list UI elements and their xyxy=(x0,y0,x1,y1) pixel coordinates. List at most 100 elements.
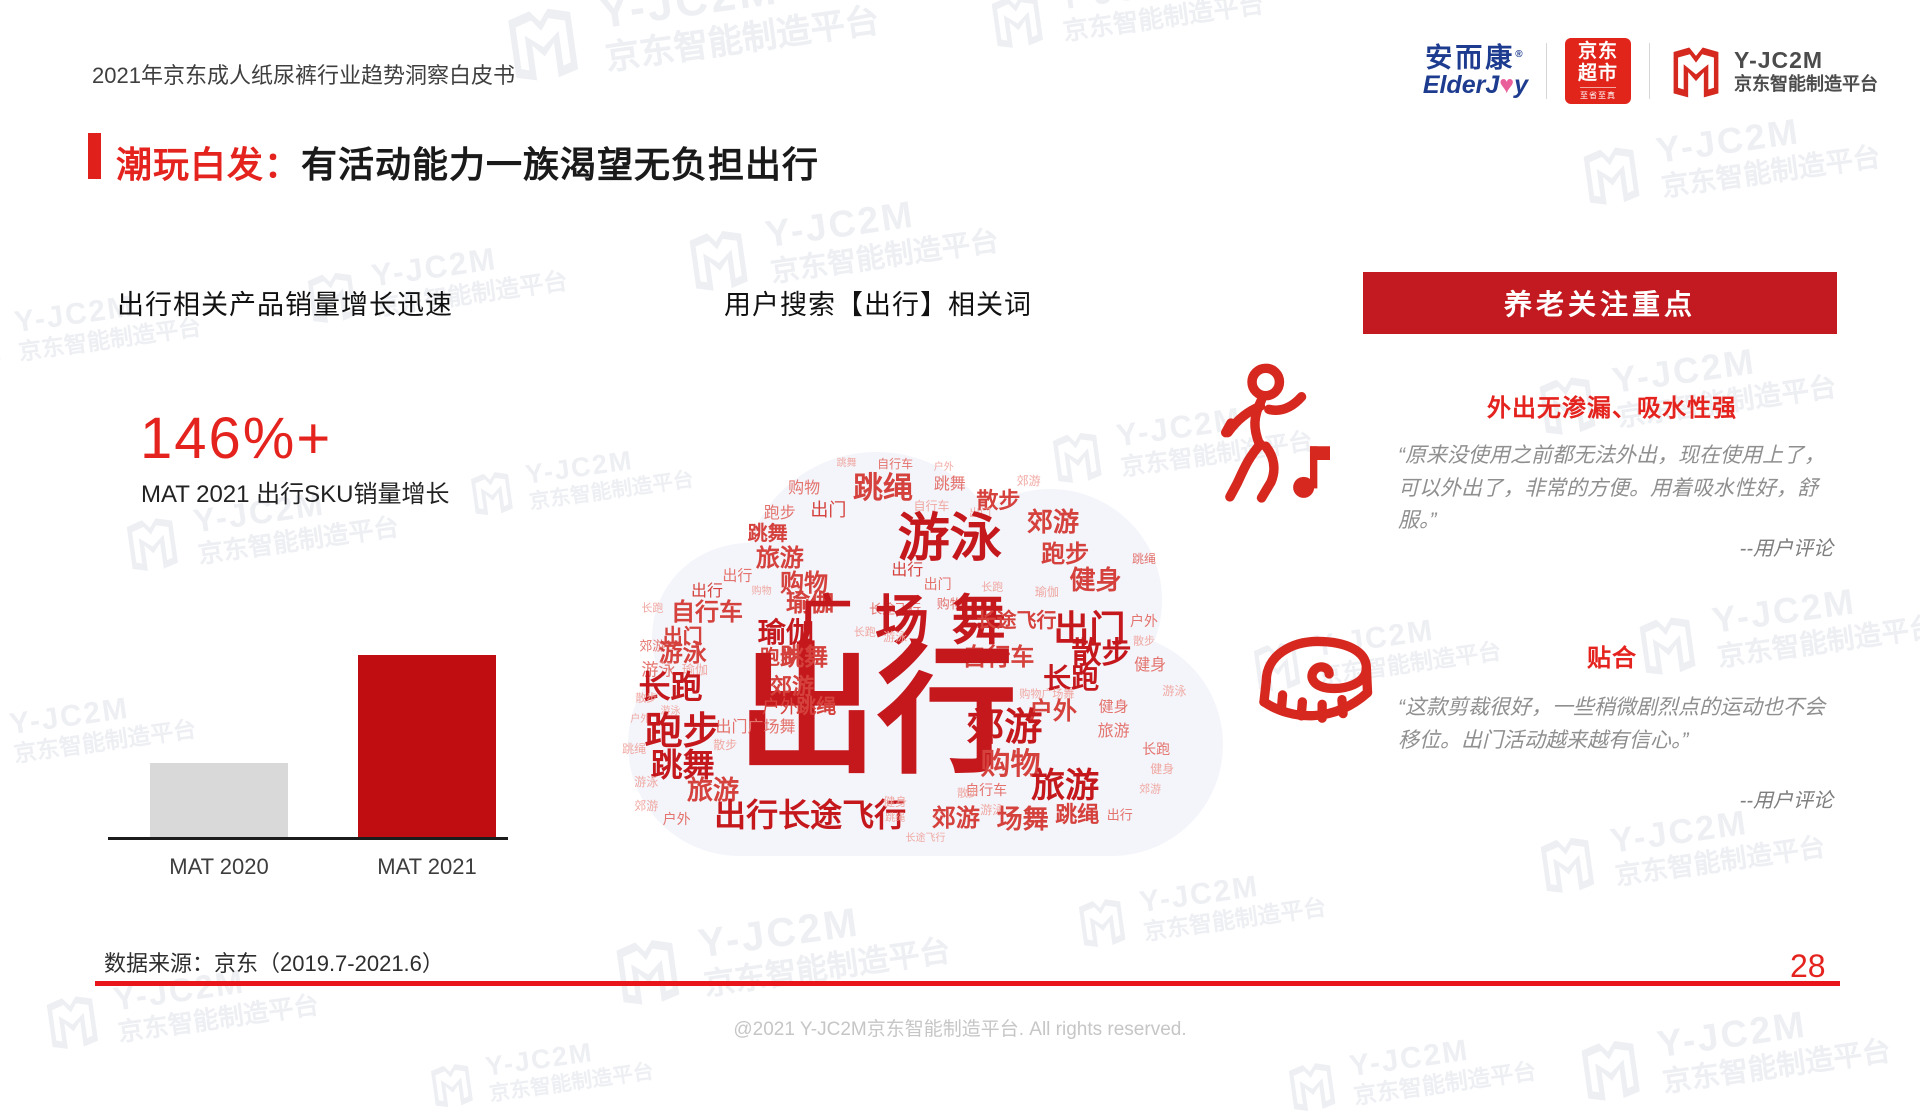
wordcloud-word: 旅游 xyxy=(687,774,740,805)
wordcloud-word: 郊游 xyxy=(966,707,1043,750)
wordcloud-word: 长跑 xyxy=(641,602,664,615)
wordcloud-word: 自行车 xyxy=(670,598,743,626)
wordcloud-word: 游泳 xyxy=(658,639,707,667)
wordcloud-word: 郊游 xyxy=(931,804,980,832)
wordcloud-word: 游泳 xyxy=(634,774,659,789)
chart-bar-label: MAT 2020 xyxy=(169,854,269,879)
wordcloud-word: 游泳 xyxy=(1162,683,1187,698)
wordcloud-word: 户外 xyxy=(1130,612,1159,629)
watermark-m-icon xyxy=(425,1058,478,1111)
wordcloud-word: 郊游 xyxy=(1139,783,1162,796)
wordcloud-word: 健身 xyxy=(1098,698,1129,716)
wordcloud-word: 自行车 xyxy=(965,781,1008,798)
watermark-m-icon xyxy=(1283,1057,1342,1116)
wordcloud-word: 自行车 xyxy=(962,644,1035,671)
wordcloud-word: 散步 xyxy=(635,692,658,705)
wordcloud-word: 健身 xyxy=(1134,657,1167,675)
quote1-heading: 外出无渗漏、吸水性强 xyxy=(1487,395,1737,422)
tape-measure-icon xyxy=(1259,636,1373,723)
wordcloud-word: 出门 xyxy=(662,626,703,649)
wordcloud-word: 广场舞 xyxy=(798,590,1029,651)
wordcloud-word: 出行 xyxy=(736,632,1017,790)
wordcloud-word: 跳绳 xyxy=(1132,552,1157,567)
wordcloud-word: 出门广场舞 xyxy=(715,719,796,737)
yjc2m-logo: Y-JC2M 京东智能制造平台 xyxy=(1668,43,1878,99)
wordcloud-word: 长途飞行 xyxy=(869,601,922,617)
wordcloud-word: 郊游 xyxy=(639,638,666,654)
wordcloud-word: 长跑 xyxy=(853,626,876,639)
quote1-text: “原来没使用之前都无法外出，现在使用上了，可以外出了，非常的方便。用着吸水性好，… xyxy=(1398,444,1825,533)
cloud-shape xyxy=(628,633,1223,856)
watermark-m-icon xyxy=(608,931,687,1010)
jd-line2: 超市 xyxy=(1577,62,1618,84)
dancing-person-icon xyxy=(1220,363,1330,503)
wordcloud-word: 郊游 xyxy=(1026,507,1079,538)
yjc2m-watermark: Y-JC2M京东智能制造平台 xyxy=(984,0,1266,57)
word-cloud: 跳舞 自行车 户外 购物 跳绳 跳舞 散步 郊游 跑步 出门 自行车 出门 郊游 跳舞 旅游 游泳 跑步 健身 跳绳… xyxy=(622,452,1229,864)
wordcloud-word: 郊游 xyxy=(1016,473,1041,488)
document-title: 2021年京东成人纸尿裤行业趋势洞察白皮书 xyxy=(92,63,515,88)
wordcloud-word: 出行长途飞行 xyxy=(714,796,907,833)
wordcloud-word: 郊游 xyxy=(769,673,814,699)
wordcloud-word: 跳舞 xyxy=(747,523,788,546)
wordcloud-word: 游泳 xyxy=(641,660,676,680)
wordcloud-word: 健身 xyxy=(883,795,908,810)
growth-big-number: 146%+ xyxy=(140,406,333,471)
wordcloud-word: 长跑 xyxy=(1142,740,1171,757)
wordcloud-word: 旅游 xyxy=(755,545,804,573)
chart-bar-label: MAT 2021 xyxy=(377,854,477,879)
wordcloud-word: 散步 xyxy=(956,787,979,800)
wordcloud-word: 长跑 xyxy=(981,581,1004,594)
elderjoy-logo: 安而康® ElderJ♥y xyxy=(1423,44,1528,99)
wordcloud-word: 长跑 xyxy=(1043,662,1100,694)
registered-mark: ® xyxy=(1515,48,1526,60)
wordcloud-word: 旅游 xyxy=(1031,766,1100,805)
quote1-attribution: --用户评论 xyxy=(1739,538,1833,560)
chart-bar-mat-2020 xyxy=(150,763,288,837)
watermark-m-icon xyxy=(1576,140,1646,210)
jd-slogan: 至省至真 xyxy=(1580,87,1616,101)
wordcloud-word: 散步 xyxy=(713,737,738,752)
watermark-m-icon xyxy=(985,0,1050,53)
wordcloud-word: 跳绳 xyxy=(853,472,913,506)
wordcloud-word: 出行 xyxy=(690,583,723,601)
heart-icon: ♥ xyxy=(1499,71,1515,100)
wordcloud-word: 出门 xyxy=(923,575,952,592)
wordcloud-word: 瑜伽 xyxy=(786,590,835,618)
bar-chart-plot xyxy=(108,652,508,840)
wordcloud-word: 出门 xyxy=(969,507,992,520)
chart-bar-mat-2021 xyxy=(358,655,496,837)
copyright: @2021 Y-JC2M京东智能制造平台. All rights reserve… xyxy=(733,1019,1187,1040)
wordcloud-word: 购物广场舞 xyxy=(1019,688,1075,701)
elderjoy-cn: 安而康 xyxy=(1425,42,1516,73)
wordcloud-word: 游泳 xyxy=(660,705,681,717)
wordcloud-word: 散步 xyxy=(1133,635,1156,648)
wordcloud-word: 户外 xyxy=(1028,697,1077,725)
jd-line1: 京东 xyxy=(1577,40,1618,62)
wordcloud-word: 购物 xyxy=(780,569,829,597)
logo-row: 安而康® ElderJ♥y 京东 超市 至省至真 Y-JC2M 京东智能制造平台 xyxy=(1423,38,1878,104)
elder-focus-banner: 养老关注重点 xyxy=(1363,272,1837,334)
wordcloud-word: 跑步 xyxy=(759,647,800,669)
wordcloud-word: 跑步 xyxy=(1041,541,1090,568)
wordcloud-word: 健身 xyxy=(1069,564,1122,595)
wordcloud-word: 瑜伽 xyxy=(1034,585,1059,600)
wordcloud-word: 出行 xyxy=(722,567,753,585)
watermark-m-icon xyxy=(0,313,6,372)
watermark-m-icon xyxy=(1533,830,1601,898)
logo-divider xyxy=(1649,43,1650,99)
elderjoy-en: ElderJ♥y xyxy=(1422,71,1528,100)
wordcloud-word: 自行车 xyxy=(877,457,914,472)
wordcloud-word: 出门 xyxy=(1053,608,1126,650)
wordcloud-word: 出门 xyxy=(810,499,847,520)
watermark-m-icon xyxy=(1574,1033,1647,1106)
title-accent-bar xyxy=(88,133,101,179)
page-title-rest: 有活动能力一族渴望无负担出行 xyxy=(301,144,820,185)
watermark-m-icon xyxy=(465,466,518,519)
wordcloud-word: 跳绳 xyxy=(622,741,647,756)
wordcloud-word: 出行 xyxy=(1106,807,1133,823)
wordcloud-word: 户外 xyxy=(933,462,954,474)
